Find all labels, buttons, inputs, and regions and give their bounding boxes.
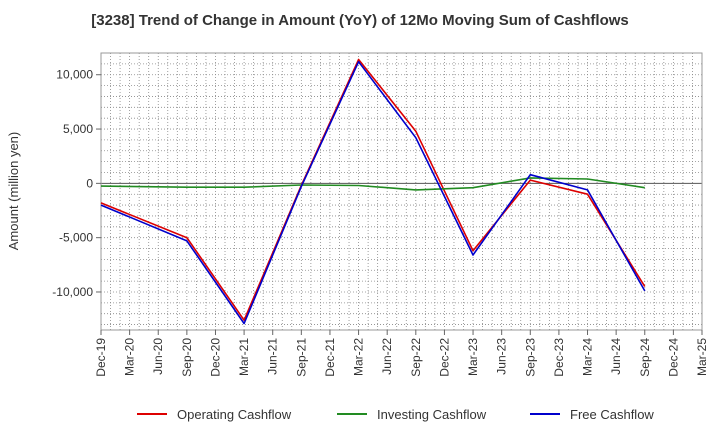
y-tick-label: -10,000 [52,285,93,299]
x-tick-label: Dec-20 [208,338,222,377]
x-tick-label: Dec-19 [94,338,108,377]
x-tick-label: Mar-21 [237,338,251,376]
x-tick-label: Jun-20 [151,338,165,375]
y-tick-label: 10,000 [56,68,93,82]
x-tick-label: Dec-22 [437,338,451,377]
x-tick-label: Sep-21 [294,338,308,377]
x-tick-label: Mar-23 [466,338,480,376]
y-tick-label: 5,000 [63,122,93,136]
grid-layer [101,52,702,330]
legend-label: Investing Cashflow [377,407,487,422]
x-tick-label: Sep-23 [523,338,537,377]
legend-label: Operating Cashflow [177,407,292,422]
x-tick-label: Jun-21 [266,338,280,375]
x-tick-label: Jun-23 [495,338,509,375]
axis-layer: 10,000 5,000 0 -5,000 -10,000 Dec-19 Mar-20 Jun… [52,68,709,377]
y-axis-label: Amount (million yen) [6,132,21,251]
x-tick-label: Mar-20 [123,338,137,376]
series-line-operating-cashflow [100,58,646,322]
series-line-free-cashflow [100,60,646,325]
y-tick-label: -5,000 [59,231,93,245]
legend-label: Free Cashflow [570,407,654,422]
x-tick-label: Jun-24 [609,338,623,375]
x-tick-label: Sep-20 [180,338,194,377]
x-tick-label: Mar-24 [581,338,595,376]
x-tick-label: Dec-24 [666,338,680,377]
x-tick-label: Mar-25 [695,338,709,376]
chart-title: [3238] Trend of Change in Amount (YoY) o… [91,12,629,29]
x-tick-label: Sep-24 [638,338,652,377]
x-tick-label: Sep-22 [409,338,423,377]
y-tick-label: 0 [86,176,93,190]
legend: Operating Cashflow Investing Cashflow Free… [137,407,654,422]
series-line-investing-cashflow [100,177,645,191]
series-layer [100,58,646,325]
x-tick-label: Mar-22 [352,338,366,376]
plot-frame [100,52,703,331]
x-tick-label: Dec-23 [552,338,566,377]
x-tick-label: Dec-21 [323,338,337,377]
x-tick-label: Jun-22 [380,338,394,375]
